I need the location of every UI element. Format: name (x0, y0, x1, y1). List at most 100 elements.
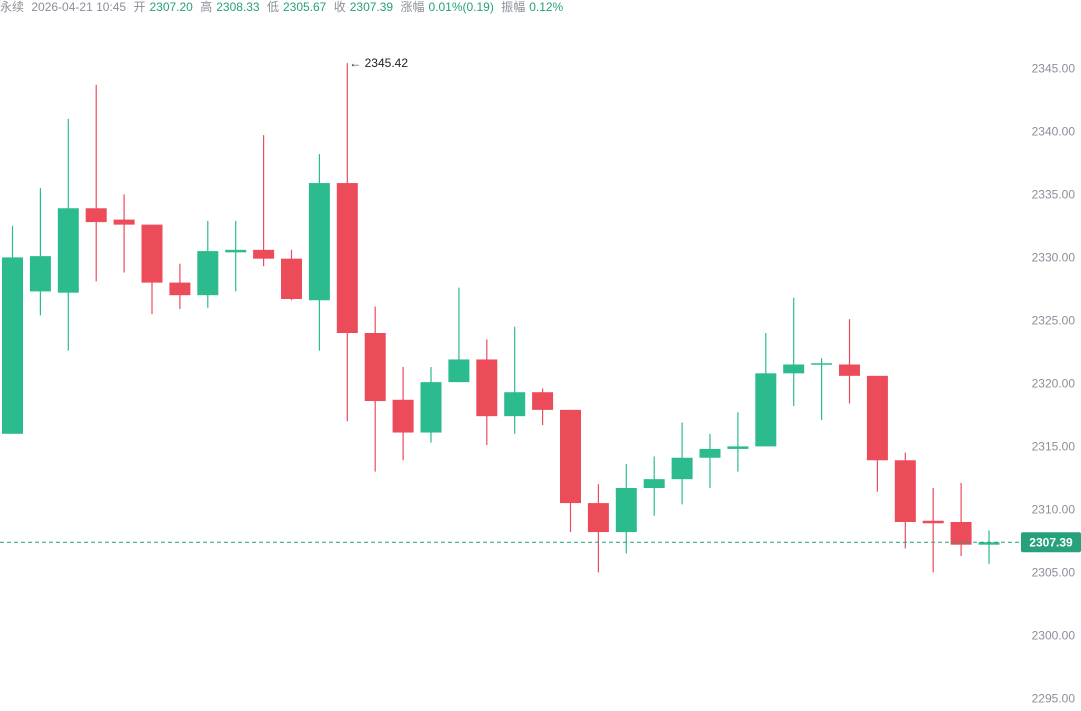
chart-overlays: ← 2345.42 2307.39 (0, 56, 1081, 553)
candle-body (950, 522, 972, 545)
low-value: 2305.67 (282, 0, 327, 14)
candle[interactable] (866, 375, 888, 492)
candle[interactable] (336, 63, 358, 422)
y-tick-label: 2330.00 (1032, 250, 1076, 264)
candle-body (197, 251, 219, 296)
candle[interactable] (671, 422, 693, 505)
candle[interactable] (560, 409, 581, 533)
y-tick-label: 2305.00 (1032, 565, 1076, 579)
candle[interactable] (504, 326, 526, 434)
candle[interactable] (587, 484, 609, 573)
last-price-value: 2307.39 (1029, 535, 1073, 549)
candle-body (866, 375, 888, 461)
candle-body (364, 333, 386, 402)
change-value: 0.01%(0.19) (428, 0, 494, 14)
open-value: 2307.20 (149, 0, 193, 14)
candle[interactable] (894, 452, 916, 549)
candle[interactable] (197, 220, 219, 308)
candle-body (811, 363, 833, 365)
candle-body (308, 183, 330, 301)
candle[interactable] (364, 306, 386, 472)
candle-body (29, 256, 51, 292)
candle-body (839, 364, 860, 376)
y-tick-label: 2295.00 (1032, 691, 1076, 705)
candle-body (57, 208, 79, 293)
candle[interactable] (755, 333, 777, 447)
candle[interactable] (699, 433, 721, 488)
candle-body (2, 257, 23, 434)
candle-body (615, 487, 637, 533)
candle-body (755, 373, 777, 447)
candle-body (169, 282, 191, 296)
candle-body (671, 457, 693, 480)
high-value: 2308.33 (216, 0, 260, 14)
candles (2, 63, 1000, 573)
candle[interactable] (727, 412, 749, 472)
candle-body (587, 503, 609, 533)
candle-body (643, 479, 665, 488)
candle[interactable] (57, 118, 79, 351)
candle[interactable] (113, 194, 135, 273)
candle-body (922, 520, 944, 524)
candle[interactable] (615, 464, 637, 554)
candle-body (392, 399, 414, 433)
candle[interactable] (29, 188, 51, 316)
candle-datetime: 2026-04-21 10:45 (31, 0, 127, 14)
candle-body (476, 359, 498, 417)
candle[interactable] (532, 388, 554, 425)
y-tick-label: 2345.00 (1032, 61, 1076, 75)
close-value: 2307.39 (349, 0, 394, 14)
candle[interactable] (420, 367, 442, 443)
y-tick-label: 2300.00 (1032, 628, 1076, 642)
candle-body (253, 249, 275, 259)
candle[interactable] (2, 225, 23, 434)
candle[interactable] (978, 530, 1000, 564)
last-price-tag: 2307.39 (1021, 532, 1081, 553)
candle[interactable] (225, 220, 247, 292)
candle[interactable] (839, 319, 860, 404)
candle-body (727, 446, 749, 449)
candle[interactable] (643, 456, 665, 516)
candle-body (336, 183, 358, 333)
y-tick-label: 2340.00 (1032, 124, 1076, 138)
candle[interactable] (85, 84, 107, 282)
candle-body (448, 359, 470, 383)
candle[interactable] (448, 287, 470, 383)
candle-body (699, 448, 721, 458)
candle-body (532, 392, 554, 410)
candle-body (783, 364, 805, 374)
candle-body (225, 249, 247, 253)
close-label: 收 (333, 0, 346, 14)
amplitude-value: 0.12% (529, 0, 564, 14)
y-tick-label: 2335.00 (1032, 187, 1076, 201)
candle-body (113, 219, 135, 225)
y-tick-label: 2325.00 (1032, 313, 1076, 327)
low-label: 低 (266, 0, 279, 14)
candle[interactable] (281, 249, 302, 301)
candle-body (85, 208, 107, 223)
candle[interactable] (922, 487, 944, 573)
candle[interactable] (476, 339, 498, 446)
candle-body (504, 392, 526, 417)
y-tick-label: 2315.00 (1032, 439, 1076, 453)
candle[interactable] (141, 224, 163, 315)
y-tick-label: 2320.00 (1032, 376, 1076, 390)
candle[interactable] (169, 263, 191, 310)
candle[interactable] (811, 358, 833, 420)
max-price-marker: ← 2345.42 (349, 56, 408, 70)
candle-body (281, 258, 302, 299)
candle-body (560, 409, 581, 504)
candle[interactable] (253, 135, 275, 267)
candle-body (420, 382, 442, 433)
candle[interactable] (392, 367, 414, 461)
candle-body (978, 542, 1000, 545)
candle[interactable] (308, 154, 330, 351)
instrument-name: 永续 (0, 0, 25, 14)
candle-body (141, 224, 163, 283)
change-label: 涨幅 (400, 0, 425, 14)
candle[interactable] (783, 297, 805, 407)
candle[interactable] (950, 482, 972, 557)
open-label: 开 (133, 0, 146, 14)
